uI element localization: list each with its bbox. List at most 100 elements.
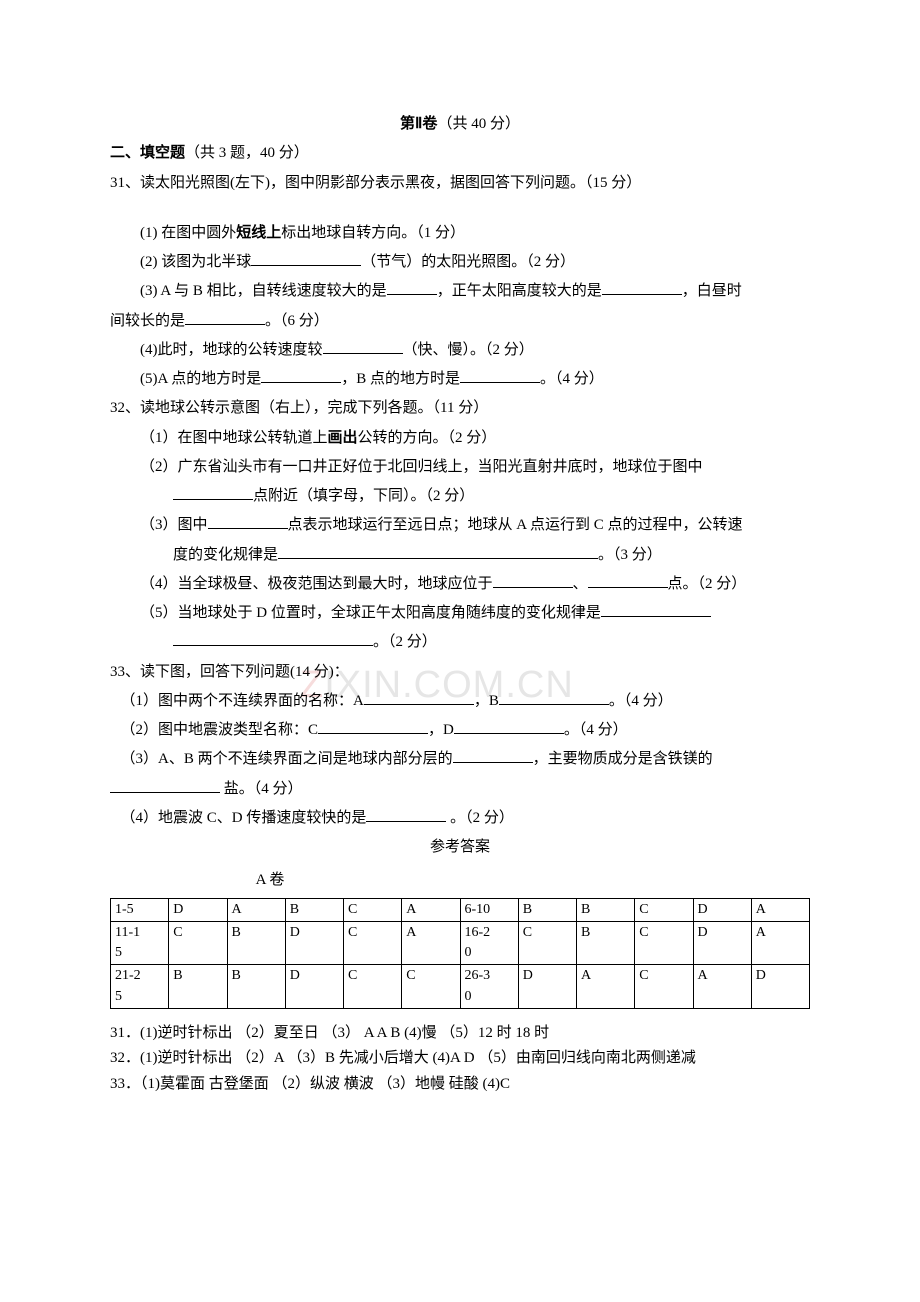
q32-2: （2）广东省汕头市有一口井正好位于北回归线上，当阳光直射井底时，地球位于图中: [110, 453, 810, 482]
q32-3-cont: 度的变化规律是。（3 分）: [110, 541, 810, 570]
q31-1c: 标出地球自转方向。（1 分）: [281, 225, 465, 241]
q33-1: （1）图中两个不连续界面的名称：A，B。（4 分）: [110, 687, 810, 716]
blank: [454, 719, 564, 734]
q32-5: （5）当地球处于 D 位置时，全球正午太阳高度角随纬度的变化规律是: [110, 599, 810, 628]
q32-3c: 度的变化规律是: [173, 547, 278, 563]
q32-4c: 点。（2 分）: [668, 576, 747, 592]
section-title: 第Ⅱ卷: [400, 116, 437, 132]
q32-1: （1）在图中地球公转轨道上画出公转的方向。（2 分）: [110, 424, 810, 453]
blank: [493, 573, 573, 588]
q33-4: （4）地震波 C、D 传播速度较快的是 。（2 分）: [110, 804, 810, 833]
table-cell: D: [693, 921, 751, 965]
blank: [499, 690, 609, 705]
blank: [588, 573, 668, 588]
page-content: 第Ⅱ卷（共 40 分） 二、填空题（共 3 题，40 分） 31、读太阳光照图(…: [110, 110, 810, 1097]
blank: [318, 719, 428, 734]
ans-31: 31．(1)逆时针标出 （2）夏至日 （3） A A B (4)慢 （5）12 …: [110, 1021, 810, 1047]
answers-subtitle: A 卷: [110, 866, 810, 895]
table-cell: D: [751, 965, 809, 1009]
q31-5a: (5)A 点的地方时是: [140, 371, 261, 387]
table-cell: B: [577, 921, 635, 965]
q32-stem: 32、读地球公转示意图（右上），完成下列各题。（11 分）: [110, 394, 810, 423]
q31-4a: (4)此时，地球的公转速度较: [140, 342, 323, 358]
q31-2: (2) 该图为北半球 （节气）的太阳光照图。（2 分）: [110, 248, 810, 277]
q31-1b: 短线上: [236, 225, 281, 241]
section-header: 第Ⅱ卷（共 40 分）: [110, 110, 810, 139]
q31-3b: ，正午太阳高度较大的是: [437, 283, 602, 299]
q31-4b: （快、慢）。（2 分）: [403, 342, 534, 358]
section-title-points: （共 40 分）: [437, 116, 520, 132]
table-cell: C: [344, 898, 402, 921]
table-cell: D: [169, 898, 227, 921]
q32-1c: 公转的方向。（2 分）: [358, 430, 497, 446]
q31-5c: 。（4 分）: [540, 371, 604, 387]
q32-1b: 画出: [328, 430, 358, 446]
table-cell: A: [693, 965, 751, 1009]
table-cell: A: [751, 898, 809, 921]
blank: [601, 602, 711, 617]
q31-3a: (3) A 与 B 相比，自转线速度较大的是: [140, 283, 387, 299]
q31-5b: ，B 点的地方时是: [341, 371, 460, 387]
q32-5-cont: 。（2 分）: [110, 628, 810, 657]
q33-3a: （3）A、B 两个不连续界面之间是地球内部分层的: [121, 751, 453, 767]
table-cell: D: [285, 921, 343, 965]
blank: [173, 631, 373, 646]
answers-title: 参考答案: [110, 833, 810, 862]
answers-text: 31．(1)逆时针标出 （2）夏至日 （3） A A B (4)慢 （5）12 …: [110, 1021, 810, 1098]
blank: [460, 368, 540, 383]
table-row: 11-15 C B D C A 16-20 C B C D A: [111, 921, 810, 965]
q32-4a: （4）当全球极昼、极夜范围达到最大时，地球应位于: [140, 576, 493, 592]
table-cell: B: [169, 965, 227, 1009]
table-cell: 21-25: [111, 965, 169, 1009]
ans-32: 32．(1)逆时针标出 （2）A （3）B 先减小后增大 (4)A D （5）由…: [110, 1046, 810, 1072]
q33-4a: （4）地震波 C、D 传播速度较快的是: [121, 810, 367, 826]
blank: [366, 807, 446, 822]
q32-2b: 点附近（填字母，下同）。（2 分）: [253, 488, 474, 504]
q31-3: (3) A 与 B 相比，自转线速度较大的是 ，正午太阳高度较大的是 ，白昼时: [110, 277, 810, 306]
table-cell: 26-30: [460, 965, 518, 1009]
blank: [387, 280, 437, 295]
blank: [110, 778, 220, 793]
table-cell: C: [635, 898, 693, 921]
q33-stem: 33、读下图，回答下列问题(14 分)：: [110, 658, 810, 687]
blank: [251, 251, 361, 266]
q33-3c: 盐。（4 分）: [220, 781, 303, 797]
table-cell: D: [285, 965, 343, 1009]
blank: [323, 339, 403, 354]
table-cell: A: [751, 921, 809, 965]
q32-1a: （1）在图中地球公转轨道上: [140, 430, 328, 446]
table-cell: B: [577, 898, 635, 921]
q32-2-cont: 点附近（填字母，下同）。（2 分）: [110, 482, 810, 511]
q33-1b: ，B: [474, 693, 499, 709]
table-cell: C: [402, 965, 460, 1009]
q32-5b: 。（2 分）: [373, 634, 437, 650]
table-cell: C: [344, 921, 402, 965]
table-cell: A: [577, 965, 635, 1009]
q31-3e: 。（6 分）: [265, 313, 329, 329]
table-cell: 1-5: [111, 898, 169, 921]
q31-1a: (1) 在图中圆外: [140, 225, 236, 241]
q32-3: （3）图中点表示地球运行至远日点；地球从 A 点运行到 C 点的过程中，公转速: [110, 511, 810, 540]
blank: [364, 690, 474, 705]
q32-5a: （5）当地球处于 D 位置时，全球正午太阳高度角随纬度的变化规律是: [140, 605, 601, 621]
q31-2a: (2) 该图为北半球: [140, 254, 251, 270]
q31-3c: ，白昼时: [682, 283, 742, 299]
q33-3-cont: 盐。（4 分）: [110, 775, 810, 804]
table-cell: 16-20: [460, 921, 518, 965]
q33-2: （2）图中地震波类型名称：C，D。（4 分）: [110, 716, 810, 745]
q32-3a: （3）图中: [140, 517, 208, 533]
q31-2b: （节气）的太阳光照图。（2 分）: [361, 254, 575, 270]
q33-1c: 。（4 分）: [609, 693, 673, 709]
table-cell: A: [402, 898, 460, 921]
q31-3-cont: 间较长的是。（6 分）: [110, 307, 810, 336]
answer-table: 1-5 D A B C A 6-10 B B C D A 11-15 C B D…: [110, 898, 810, 1009]
q31-4: (4)此时，地球的公转速度较 （快、慢）。（2 分）: [110, 336, 810, 365]
table-row: 21-25 B B D C C 26-30 D A C A D: [111, 965, 810, 1009]
q31-5: (5)A 点的地方时是 ，B 点的地方时是 。（4 分）: [110, 365, 810, 394]
blank: [261, 368, 341, 383]
table-cell: B: [518, 898, 576, 921]
part2-heading: 二、填空题（共 3 题，40 分）: [110, 139, 810, 168]
table-cell: D: [518, 965, 576, 1009]
table-cell: B: [227, 921, 285, 965]
part2-note: （共 3 题，40 分）: [185, 145, 309, 161]
